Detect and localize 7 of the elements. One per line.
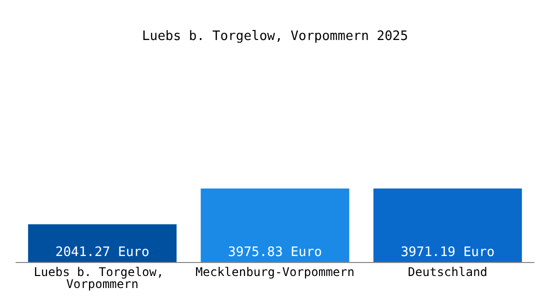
x-tick-label: Mecklenburg-Vorpommern: [196, 265, 354, 279]
data-label: 3971.19 Euro: [400, 245, 495, 260]
x-tick-label: Deutschland: [408, 265, 488, 279]
data-label: 3975.83 Euro: [228, 245, 322, 260]
data-label: 2041.27 Euro: [55, 245, 150, 260]
chart-title: Luebs b. Torgelow, Vorpommern 2025: [142, 29, 408, 44]
x-tick-label: Luebs b. Torgelow, Vorpommern: [34, 265, 171, 291]
